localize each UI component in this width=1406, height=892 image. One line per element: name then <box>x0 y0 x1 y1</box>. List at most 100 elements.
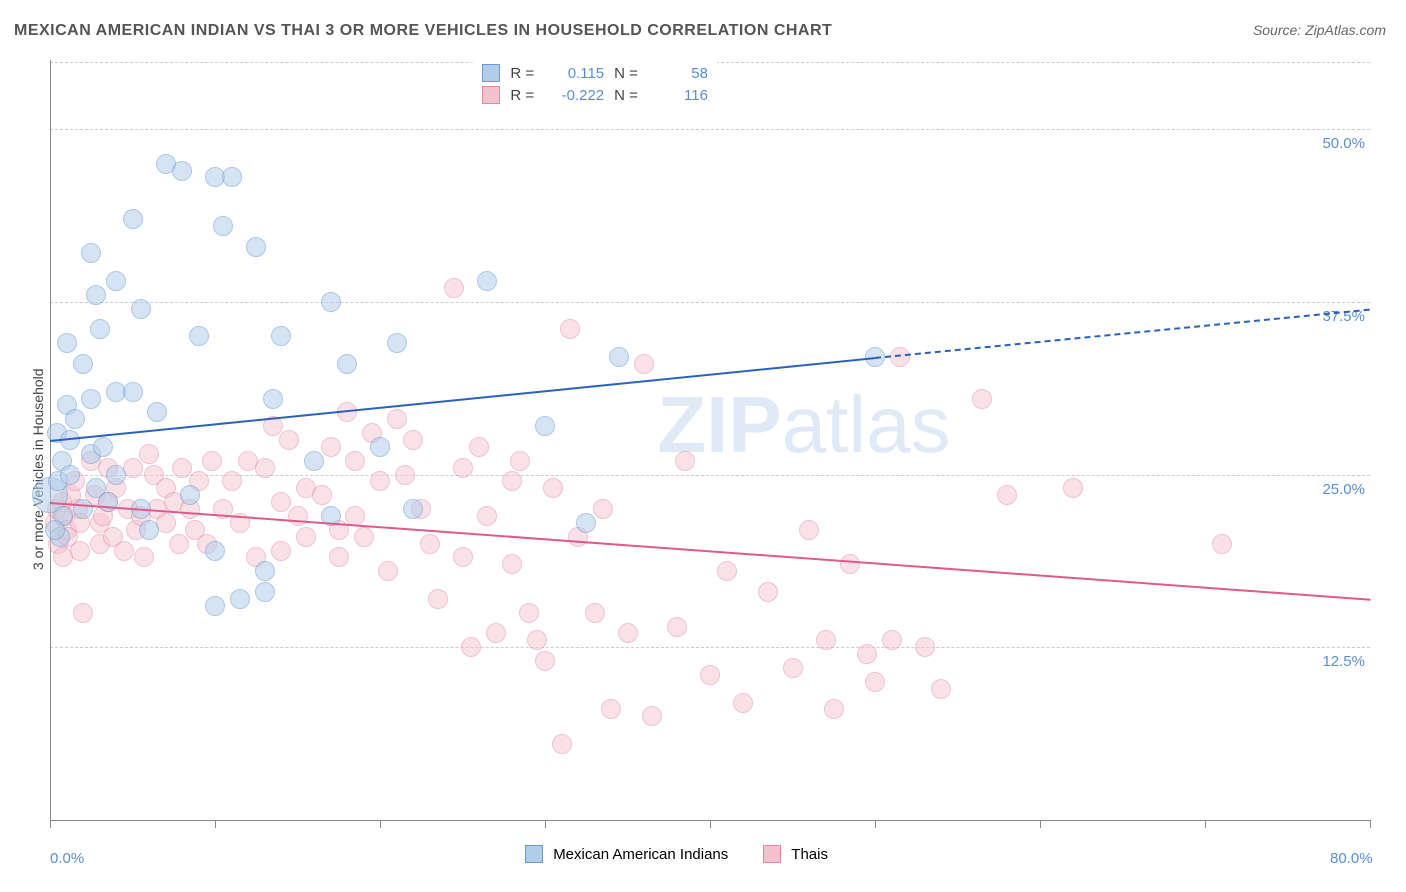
scatter-point <box>915 637 935 657</box>
legend-text: 58 <box>648 65 708 82</box>
x-tick-mark <box>1040 820 1041 828</box>
scatter-point <box>453 458 473 478</box>
scatter-point <box>90 319 110 339</box>
legend-text: N = <box>614 87 638 104</box>
scatter-point <box>560 319 580 339</box>
scatter-point <box>60 465 80 485</box>
scatter-point <box>824 699 844 719</box>
scatter-point <box>543 478 563 498</box>
scatter-point <box>246 237 266 257</box>
legend-swatch <box>482 64 500 82</box>
legend-row: R =0.115N =58 <box>472 62 718 84</box>
legend-label: Thais <box>791 846 828 863</box>
scatter-point <box>73 354 93 374</box>
scatter-point <box>576 513 596 533</box>
scatter-point <box>98 492 118 512</box>
legend-swatch <box>482 86 500 104</box>
watermark: ZIPatlas <box>657 379 950 471</box>
legend-swatch <box>763 845 781 863</box>
x-tick-mark <box>1370 820 1371 828</box>
scatter-point <box>296 527 316 547</box>
x-tick-mark <box>215 820 216 828</box>
scatter-point <box>114 541 134 561</box>
scatter-point <box>304 451 324 471</box>
scatter-point <box>857 644 877 664</box>
scatter-point <box>370 437 390 457</box>
scatter-point <box>169 534 189 554</box>
scatter-point <box>816 630 836 650</box>
scatter-point <box>758 582 778 602</box>
chart-plot-area: ZIPatlas 12.5%25.0%37.5%50.0%0.0%80.0% <box>50 60 1370 820</box>
scatter-point <box>535 416 555 436</box>
scatter-point <box>131 299 151 319</box>
source-attribution: Source: ZipAtlas.com <box>1253 22 1386 38</box>
scatter-point <box>205 541 225 561</box>
x-tick-mark <box>545 820 546 828</box>
scatter-point <box>502 471 522 491</box>
scatter-point <box>139 520 159 540</box>
scatter-point <box>1063 478 1083 498</box>
y-tick-label: 50.0% <box>1322 135 1365 152</box>
scatter-point <box>618 623 638 643</box>
scatter-point <box>840 554 860 574</box>
scatter-point <box>486 623 506 643</box>
x-tick-mark <box>380 820 381 828</box>
scatter-point <box>461 637 481 657</box>
scatter-point <box>81 389 101 409</box>
x-tick-mark <box>710 820 711 828</box>
scatter-point <box>700 665 720 685</box>
scatter-point <box>972 389 992 409</box>
scatter-point <box>783 658 803 678</box>
source-value: ZipAtlas.com <box>1305 22 1386 38</box>
scatter-point <box>255 458 275 478</box>
legend-text: -0.222 <box>544 87 604 104</box>
scatter-point <box>106 271 126 291</box>
scatter-point <box>477 271 497 291</box>
scatter-point <box>387 333 407 353</box>
scatter-point <box>172 161 192 181</box>
scatter-point <box>139 444 159 464</box>
scatter-point <box>675 451 695 471</box>
scatter-point <box>882 630 902 650</box>
scatter-point <box>403 430 423 450</box>
scatter-point <box>81 243 101 263</box>
scatter-point <box>345 451 365 471</box>
scatter-point <box>552 734 572 754</box>
x-tick-label: 0.0% <box>50 850 84 867</box>
trend-line <box>875 309 1370 359</box>
scatter-point <box>420 534 440 554</box>
scatter-point <box>593 499 613 519</box>
scatter-point <box>230 589 250 609</box>
scatter-point <box>106 465 126 485</box>
scatter-point <box>510 451 530 471</box>
scatter-point <box>57 333 77 353</box>
scatter-point <box>123 209 143 229</box>
x-tick-mark <box>1205 820 1206 828</box>
scatter-point <box>717 561 737 581</box>
x-tick-mark <box>50 820 51 828</box>
grid-line <box>50 475 1370 476</box>
scatter-point <box>502 554 522 574</box>
scatter-point <box>1212 534 1232 554</box>
scatter-point <box>202 451 222 471</box>
legend-text: 0.115 <box>544 65 604 82</box>
scatter-point <box>73 603 93 623</box>
scatter-point <box>288 506 308 526</box>
y-tick-label: 12.5% <box>1322 653 1365 670</box>
scatter-point <box>378 561 398 581</box>
scatter-point <box>453 547 473 567</box>
watermark-text-b: atlas <box>782 380 951 469</box>
scatter-point <box>329 547 349 567</box>
scatter-point <box>321 292 341 312</box>
legend-text: R = <box>510 65 534 82</box>
scatter-point <box>86 285 106 305</box>
scatter-point <box>585 603 605 623</box>
legend-series: Mexican American IndiansThais <box>525 845 853 863</box>
y-tick-label: 25.0% <box>1322 481 1365 498</box>
grid-line <box>50 647 1370 648</box>
legend-text: R = <box>510 87 534 104</box>
scatter-point <box>519 603 539 623</box>
scatter-point <box>642 706 662 726</box>
scatter-point <box>271 326 291 346</box>
scatter-point <box>403 499 423 519</box>
